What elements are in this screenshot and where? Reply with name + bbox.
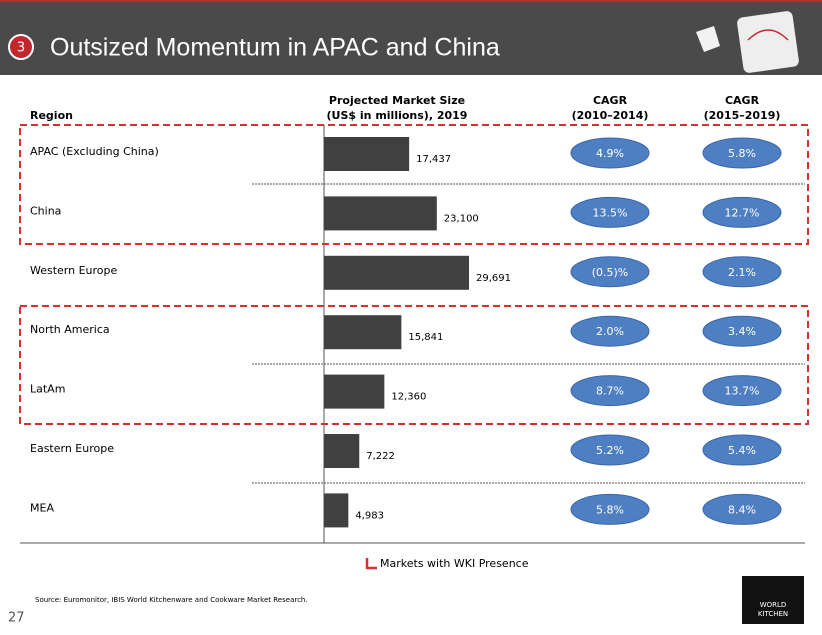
bar (324, 315, 402, 350)
region-label: Western Europe (30, 264, 118, 277)
cagr-bubble (702, 137, 782, 169)
logo-text: WORLD (760, 601, 787, 609)
cagr-value: 8.7% (596, 385, 624, 398)
column-header: CAGR (593, 94, 628, 107)
slide-title: Outsized Momentum in APAC and China (50, 34, 500, 62)
region-label: China (30, 204, 61, 217)
cagr-bubble (570, 137, 650, 169)
cagr-bubble (570, 375, 650, 407)
column-header: Projected Market Size (329, 94, 465, 107)
header-accent (0, 0, 822, 2)
presence-box (19, 305, 809, 425)
cagr-value: 13.7% (725, 385, 760, 398)
cagr-bubble (702, 256, 782, 288)
bar-value-label: 29,691 (476, 273, 511, 284)
cagr-bubble (570, 256, 650, 288)
cagr-value: 12.7% (725, 206, 760, 219)
region-label: Eastern Europe (30, 442, 114, 455)
cagr-bubble (570, 434, 650, 466)
cagr-bubble (570, 196, 650, 228)
cagr-value: 5.4% (728, 444, 756, 457)
bar (324, 255, 469, 290)
bar (324, 137, 410, 171)
legend-icon (365, 558, 377, 570)
cagr-bubble (702, 375, 782, 407)
bar-value-label: 17,437 (416, 154, 451, 165)
logo-text: KITCHEN (758, 610, 788, 618)
header-image (696, 11, 799, 73)
bar-value-label: 7,222 (366, 451, 395, 462)
cagr-bubble (570, 315, 650, 347)
cagr-value: 8.4% (728, 503, 756, 516)
page-number: 27 (8, 611, 25, 626)
column-header: (2010–2014) (572, 109, 649, 122)
cagr-bubble (570, 493, 650, 525)
presence-box (19, 124, 809, 245)
column-header: Region (30, 109, 73, 122)
cagr-value: 5.2% (596, 444, 624, 457)
cagr-bubble (702, 196, 782, 228)
bar-value-label: 4,983 (355, 510, 384, 521)
cagr-value: 5.8% (728, 147, 756, 160)
cagr-value: (0.5)% (592, 266, 629, 279)
cagr-value: 13.5% (593, 206, 628, 219)
cagr-value: 2.0% (596, 325, 624, 338)
cagr-bubble (702, 315, 782, 347)
region-label: LatAm (30, 383, 65, 396)
cagr-bubble (702, 493, 782, 525)
bar (324, 196, 437, 231)
bar-value-label: 15,841 (408, 332, 443, 343)
cagr-bubble (702, 434, 782, 466)
column-header: (US$ in millions), 2019 (327, 109, 468, 122)
column-header: CAGR (725, 94, 760, 107)
bar-value-label: 12,360 (391, 392, 426, 403)
region-label: APAC (Excluding China) (30, 145, 159, 158)
legend-text: Markets with WKI Presence (380, 557, 529, 570)
section-number: 3 (17, 41, 25, 56)
cagr-value: 2.1% (728, 266, 756, 279)
cagr-value: 4.9% (596, 147, 624, 160)
cagr-value: 3.4% (728, 325, 756, 338)
bar-value-label: 23,100 (444, 213, 479, 224)
bar (324, 434, 360, 468)
cagr-value: 5.8% (596, 503, 624, 516)
column-header: (2015–2019) (704, 109, 781, 122)
section-badge (8, 34, 34, 60)
header-bar (0, 0, 822, 75)
bar (324, 493, 349, 528)
logo (742, 576, 804, 624)
region-label: North America (30, 323, 110, 336)
region-label: MEA (30, 501, 54, 514)
source-note: Source: Euromonitor, IBIS World Kitchenw… (35, 596, 308, 604)
bar (324, 374, 385, 409)
